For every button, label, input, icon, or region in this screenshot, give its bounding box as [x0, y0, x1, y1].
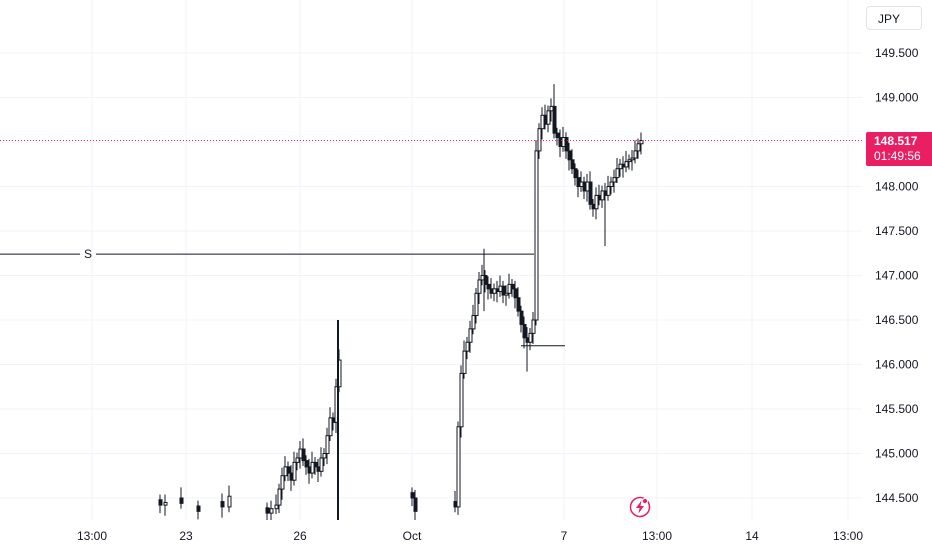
last-price-badge: 148.517 01:49:56	[866, 132, 932, 166]
candle-body	[280, 475, 285, 490]
candle-body	[304, 460, 309, 468]
time-tick-label: 7	[561, 529, 568, 543]
price-tick-label: 145.000	[875, 447, 919, 461]
time-axis: 13:00 23 26 Oct 7 13:00 14 13:00	[77, 529, 863, 543]
candle-body	[227, 495, 232, 508]
candle-body	[567, 150, 572, 161]
time-tick-label: 13:00	[642, 529, 672, 543]
candle-body	[570, 159, 575, 170]
candle-body	[531, 319, 536, 334]
candle-body	[459, 372, 464, 428]
candlestick-series	[158, 84, 644, 520]
candle-body	[292, 461, 297, 481]
candle-body	[624, 161, 629, 168]
candle-body	[310, 461, 315, 474]
candle-body	[325, 435, 330, 455]
chart-grid	[0, 0, 862, 520]
time-tick-label: 26	[293, 529, 307, 543]
candle-body	[269, 508, 274, 514]
currency-button[interactable]: JPY	[866, 6, 922, 30]
candle-body	[588, 181, 593, 205]
candle-body	[615, 168, 620, 179]
candle-body	[501, 285, 506, 296]
candle-body	[519, 310, 524, 325]
price-tick-label: 147.000	[875, 269, 919, 283]
candle-body	[158, 499, 163, 506]
candle-body	[301, 448, 306, 462]
candle-body	[456, 426, 461, 508]
candle-body	[504, 292, 509, 296]
candle-body	[522, 323, 527, 339]
candle-body	[573, 168, 578, 179]
candle-body	[163, 501, 168, 506]
candle-body	[322, 453, 327, 459]
candle-body	[609, 181, 614, 188]
candle-body	[274, 504, 279, 510]
support-line-label: S	[84, 247, 92, 261]
price-tick-label: 149.000	[875, 91, 919, 105]
time-tick-label: 13:00	[833, 529, 863, 543]
candle-body	[477, 279, 482, 294]
candle-body	[594, 194, 599, 210]
candle-body	[630, 157, 635, 161]
bar-countdown: 01:49:56	[874, 149, 921, 163]
candle-body	[319, 457, 324, 472]
candle-body	[516, 297, 521, 312]
candle-body	[555, 132, 560, 139]
candle-body	[295, 457, 300, 463]
candle-body	[465, 341, 470, 352]
price-tick-label: 149.500	[875, 46, 919, 60]
candle-body	[265, 507, 270, 514]
candle-body	[639, 139, 644, 145]
candle-body	[486, 283, 491, 290]
lightning-icon[interactable]	[629, 496, 651, 518]
price-tick-label: 146.500	[875, 313, 919, 327]
candle-body	[471, 315, 476, 330]
last-price-value: 148.517	[874, 134, 918, 148]
candle-body	[606, 186, 611, 196]
time-tick-label: Oct	[403, 529, 422, 543]
candle-body	[179, 497, 184, 504]
candle-body	[474, 292, 479, 317]
candle-body	[196, 505, 201, 512]
candle-body	[220, 501, 225, 508]
candle-body	[537, 128, 542, 152]
candle-body	[328, 417, 333, 437]
candle-body	[627, 159, 632, 163]
candle-body	[564, 137, 569, 152]
candle-body	[528, 332, 533, 343]
candle-body	[612, 177, 617, 183]
price-tick-label: 147.500	[875, 224, 919, 238]
candle-body	[468, 328, 473, 343]
candle-body	[313, 461, 318, 468]
price-tick-label: 144.500	[875, 491, 919, 505]
candle-body	[462, 350, 467, 374]
horizontal-lines: S	[0, 247, 565, 347]
time-tick-label: 23	[179, 529, 193, 543]
candle-body	[513, 288, 518, 299]
time-tick-label: 14	[745, 529, 759, 543]
candle-body	[286, 466, 291, 474]
candle-body	[510, 283, 515, 290]
candle-body	[546, 110, 551, 125]
candle-body	[633, 150, 638, 159]
price-tick-label: 146.000	[875, 358, 919, 372]
candle-body	[534, 150, 539, 321]
price-tick-label: 148.000	[875, 180, 919, 194]
time-tick-label: 13:00	[77, 529, 107, 543]
price-axis: 149.500149.000148.500148.000147.500147.0…	[875, 46, 919, 505]
candle-body	[277, 488, 282, 506]
candle-body	[636, 143, 641, 152]
candle-body	[410, 492, 415, 499]
candle-body	[413, 497, 418, 512]
price-tick-label: 145.500	[875, 402, 919, 416]
